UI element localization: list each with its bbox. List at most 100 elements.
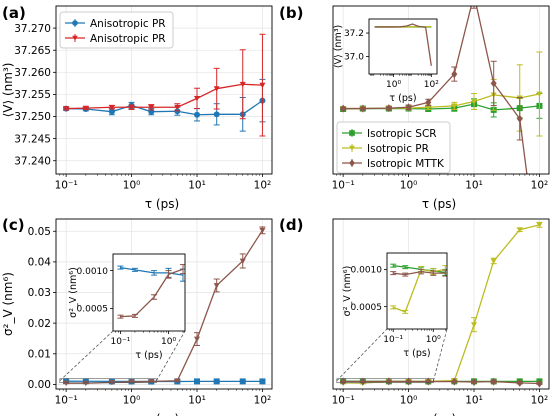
series-line: [343, 380, 540, 385]
x-tick-label: 10⁻¹: [383, 335, 403, 345]
data-point: [536, 222, 543, 228]
y-tick-label: 37.250: [14, 111, 51, 123]
data-layer: [340, 6, 543, 174]
data-point: [516, 378, 523, 387]
data-point: [451, 377, 458, 386]
series-isotropic-mttk: [340, 6, 528, 174]
data-point: [63, 380, 70, 387]
data-point: [490, 377, 497, 386]
data-point: [471, 322, 478, 328]
x-tick-label: 10⁻¹: [111, 337, 131, 347]
x-tick-label: 10¹: [188, 395, 206, 407]
data-point: [471, 377, 478, 386]
legend-box: [336, 121, 451, 174]
data-point: [340, 104, 347, 113]
data-point: [213, 378, 220, 385]
series-isotropic-mttk: [340, 377, 543, 388]
zoom-indicator: [59, 330, 114, 382]
x-tick-label: 10²: [531, 395, 549, 407]
y-tick-label: 0.0005: [77, 305, 109, 315]
data-point: [213, 111, 220, 118]
legend-label: Isotropic PR: [367, 143, 429, 155]
panel-letter-c: (c): [2, 216, 25, 234]
series-line: [66, 83, 263, 110]
panel-letter-b: (b): [279, 4, 303, 22]
inset-x-label: τ (ps): [135, 350, 162, 361]
data-layer: [340, 221, 543, 388]
data-point: [213, 283, 220, 289]
inset-x-label: τ (ps): [403, 348, 430, 359]
x-tick-label: 10⁻¹: [332, 180, 355, 192]
data-point: [405, 103, 412, 112]
series-data: [117, 264, 185, 319]
series-data: [390, 268, 447, 277]
data-point: [359, 377, 366, 386]
zoom-region: [336, 378, 434, 384]
data-point: [259, 82, 266, 89]
legend: Anisotropic PR Anisotropic PR: [59, 11, 174, 49]
panel-c: 10⁻¹ 10⁰ 10¹ 10² 0.00 0.01 0.02 0.03 0.04 0.05 τ (…: [1, 218, 273, 416]
series-line: [374, 23, 432, 66]
inset: 10⁻¹ 10⁰ 0.0005 0.0010 τ (ps) σ²_V (nm⁶): [68, 253, 186, 361]
y-tick-label: 0.05: [28, 226, 51, 238]
data-point: [72, 20, 78, 26]
data-point: [213, 86, 220, 92]
data-point: [194, 378, 201, 385]
legend-label: Anisotropic PR: [90, 33, 166, 45]
data-point: [490, 258, 497, 264]
data-point: [128, 379, 135, 385]
inset-y-label: σ²_V (nm⁶): [68, 267, 79, 318]
data-point: [148, 378, 155, 385]
x-tick-label: 10⁰: [161, 337, 176, 347]
x-axis-label: τ (ps): [422, 197, 456, 211]
y-tick-label: 37.255: [14, 89, 51, 101]
x-tick-label: 10¹: [465, 180, 483, 192]
x-axis-label: τ (ps): [145, 197, 179, 211]
data-point: [536, 379, 543, 388]
data-point: [536, 91, 543, 97]
y-tick-label: 0.01: [28, 348, 51, 360]
plot-frame: [55, 5, 273, 175]
data-point: [425, 98, 432, 107]
data-point: [490, 79, 497, 88]
data-point: [425, 377, 432, 386]
legend-label: Anisotropic PR: [90, 18, 166, 30]
legend: Isotropic SCR Isotropic PR Isotropic MTTK: [336, 121, 451, 174]
y-tick-label: 0.03: [28, 287, 51, 299]
x-axis-label: τ (ps): [145, 412, 179, 416]
series-data: [117, 265, 185, 282]
data-point: [108, 108, 115, 115]
x-axis-label: τ (ps): [422, 412, 456, 416]
data-point: [148, 104, 155, 111]
y-tick-label: 0.02: [28, 318, 51, 330]
inset-data-layer: [390, 263, 447, 314]
data-point: [82, 105, 89, 112]
data-point: [174, 104, 181, 111]
data-point: [259, 378, 266, 385]
data-point: [349, 159, 355, 167]
x-tick-label: 10¹: [465, 395, 483, 407]
panel-letter-a: (a): [2, 4, 26, 22]
data-point: [471, 99, 478, 105]
data-point: [425, 104, 432, 111]
zoom-indicator: [433, 328, 448, 381]
data-point: [194, 96, 201, 102]
x-tick-label: 10⁰: [400, 180, 418, 192]
data-point: [108, 104, 115, 111]
y-tick-label: 0.04: [28, 257, 52, 269]
inset-area: [113, 254, 185, 331]
legend-box: [59, 11, 174, 49]
zoom-indicator: [156, 330, 186, 381]
x-tick-label: 10²: [531, 180, 549, 192]
x-tick-label: 10⁰: [400, 395, 418, 407]
y-tick-label: 0.00: [28, 379, 51, 391]
x-tick-label: 10²: [424, 80, 439, 90]
plot-frame: [55, 218, 273, 390]
data-point: [128, 104, 135, 111]
legend-label: Isotropic MTTK: [367, 158, 445, 170]
data-point: [239, 258, 246, 264]
series-line: [343, 6, 528, 174]
